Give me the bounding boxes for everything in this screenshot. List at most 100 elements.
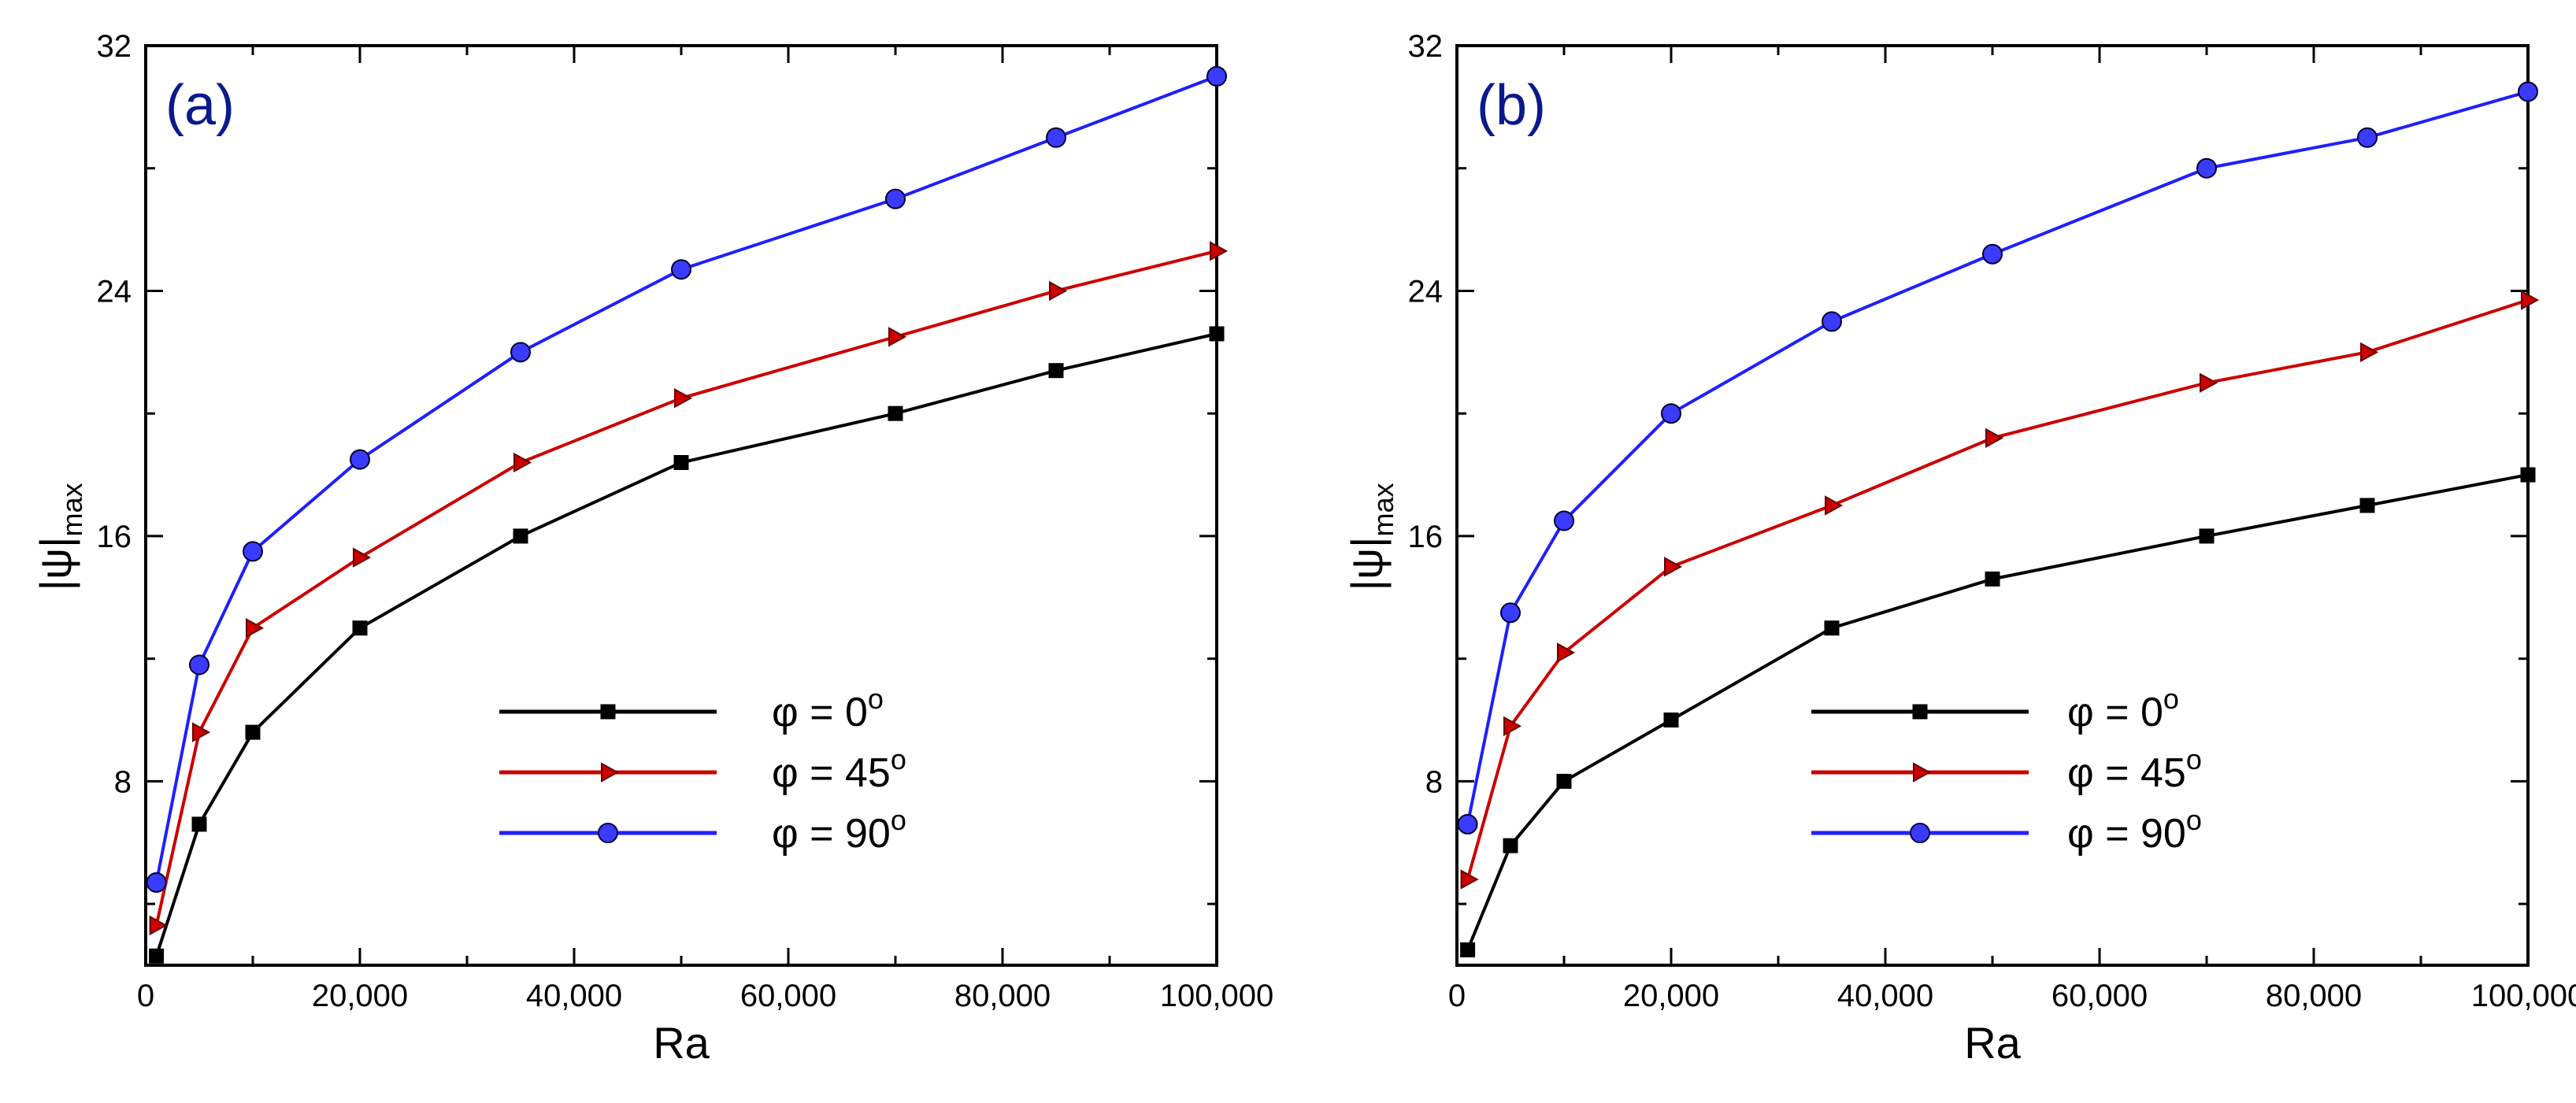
legend-label-superscript: o <box>2186 804 2202 836</box>
data-point <box>1664 557 1683 577</box>
data-point <box>1460 869 1479 890</box>
series-circle <box>1457 81 2538 835</box>
legend-label: φ = 45o <box>772 743 906 796</box>
legend-entry: φ = 45o <box>499 743 906 796</box>
y-axis-title: |ψ|max <box>1342 483 1399 590</box>
data-point <box>1822 311 1842 332</box>
x-tick-label: 40,000 <box>526 979 622 1013</box>
legend-label-text: φ = 45 <box>772 750 891 796</box>
data-point <box>1503 838 1518 853</box>
data-point <box>888 405 903 421</box>
data-point <box>2520 467 2536 483</box>
x-axis-title: Ra <box>1964 1018 2021 1068</box>
x-tick-label: 100,000 <box>2471 979 2576 1013</box>
data-point <box>1048 363 1064 379</box>
data-point <box>1661 403 1681 424</box>
series-line <box>1466 90 2529 825</box>
legend-label-text: φ = 0 <box>2067 690 2163 735</box>
x-tick-label: 40,000 <box>1837 979 1933 1013</box>
data-point <box>2359 498 2375 513</box>
data-point <box>352 620 368 636</box>
data-point <box>191 816 207 832</box>
y-axis-title: |ψ|max <box>31 483 88 590</box>
data-point <box>888 327 907 347</box>
x-tick-label: 20,000 <box>1623 979 1719 1013</box>
data-point <box>1985 428 2004 449</box>
data-point <box>1556 773 1572 789</box>
panel-b: 0 20,000 40,000 60,000 80,000 100,000 8 16 24 32 R… <box>1342 29 2576 1068</box>
legend-entry: φ = 0o <box>499 683 884 735</box>
x-tick-label: 80,000 <box>2266 979 2362 1013</box>
y-tick-label: 8 <box>114 764 132 799</box>
data-point <box>1500 602 1521 624</box>
y-tick-label: 32 <box>97 29 132 64</box>
x-tick-label: 100,000 <box>1160 979 1274 1013</box>
data-point <box>2518 81 2538 102</box>
series-circle <box>146 65 1227 893</box>
legend-label: φ = 0o <box>2067 683 2179 735</box>
series-triangle-right <box>1460 290 2540 890</box>
data-point <box>513 528 528 544</box>
data-point <box>189 654 209 675</box>
data-point <box>1663 713 1679 728</box>
y-axis-title-subscript: max <box>1367 483 1399 536</box>
legend-marker <box>600 704 616 720</box>
data-point <box>245 724 261 740</box>
data-point <box>149 915 168 936</box>
series-line <box>154 332 1218 957</box>
data-point <box>1460 942 1476 958</box>
legend-label-superscript: o <box>891 743 906 775</box>
data-point <box>192 722 211 742</box>
legend-label-superscript: o <box>868 683 884 715</box>
x-tick-label: 60,000 <box>2052 979 2148 1013</box>
data-point <box>1046 127 1066 148</box>
data-point <box>146 872 167 893</box>
x-tick-label: 0 <box>137 979 154 1013</box>
legend-label-text: φ = 90 <box>772 811 891 857</box>
series-triangle-right <box>149 241 1229 936</box>
data-point <box>2521 290 2540 310</box>
y-tick-label: 8 <box>1425 764 1443 799</box>
legend-label-text: φ = 45 <box>2067 750 2186 796</box>
data-point <box>1210 241 1229 261</box>
data-point <box>1457 813 1478 835</box>
panel-label: (a) <box>165 74 235 137</box>
y-tick-label: 24 <box>97 274 132 309</box>
legend-entry: φ = 45o <box>1811 743 2202 796</box>
data-point <box>2199 528 2215 544</box>
x-axis-title: Ra <box>653 1018 710 1068</box>
legend-marker <box>601 762 620 783</box>
y-tick-label: 32 <box>1408 29 1444 64</box>
legend-entry: φ = 90o <box>1811 804 2202 857</box>
data-point <box>2196 157 2217 179</box>
data-point <box>673 454 689 470</box>
series-line <box>154 249 1218 926</box>
y-tick-label: 24 <box>1408 274 1444 309</box>
data-point <box>243 541 263 562</box>
data-point <box>1557 642 1576 663</box>
legend-label: φ = 90o <box>772 804 906 857</box>
x-tick-label: 20,000 <box>312 979 408 1013</box>
legend-marker <box>1910 823 1930 843</box>
y-tick-label: 16 <box>1408 520 1444 554</box>
y-axis-title-main: |ψ| <box>31 537 80 591</box>
series-square <box>149 326 1225 964</box>
data-point <box>1825 495 1844 516</box>
legend-label-superscript: o <box>891 804 906 836</box>
y-axis-title-main: |ψ| <box>1342 537 1392 591</box>
series-line <box>154 75 1218 883</box>
data-point <box>1209 326 1225 342</box>
data-point <box>2200 372 2218 393</box>
legend-label: φ = 45o <box>2067 743 2202 796</box>
data-point <box>353 547 372 568</box>
data-point <box>671 259 691 280</box>
data-point <box>350 449 370 470</box>
data-point <box>1503 716 1522 737</box>
legend-label-text: φ = 90 <box>2067 811 2186 857</box>
panel-a: 0 20,000 40,000 60,000 80,000 100,000 8 16 24 32 R… <box>31 29 1273 1068</box>
legend-label-superscript: o <box>2163 683 2179 715</box>
legend-marker <box>1912 704 1928 720</box>
series-line <box>1466 298 2529 880</box>
legend-label-superscript: o <box>2186 743 2202 775</box>
